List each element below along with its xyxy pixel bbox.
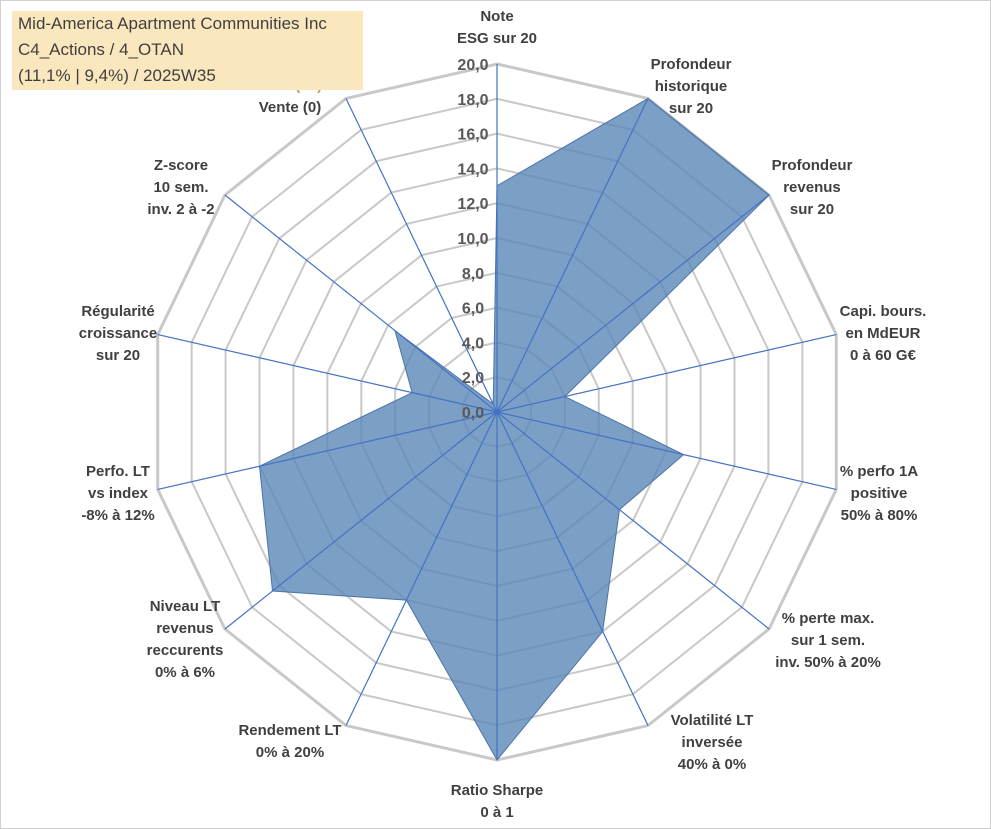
axis-label: Régularité croissance sur 20 [79, 303, 157, 364]
series-layer [258, 97, 770, 761]
axis-label-line: 0% à 6% [155, 664, 215, 681]
axis-label: Capi. bours. en MdEUR 0 à 60 G€ [840, 303, 927, 364]
axis-label: % perfo 1A positive 50% à 80% [840, 463, 919, 524]
axis-label-line: historique [655, 78, 728, 95]
category-label: C4_Actions / 4_OTAN [18, 40, 184, 59]
tick-label: 4,0 [462, 335, 484, 352]
tick-label: 2,0 [462, 370, 484, 387]
axis-label: Rendement LT 0% à 20% [238, 722, 341, 761]
tick-label: 6,0 [462, 301, 484, 318]
axis-label-line: % perfo 1A [840, 463, 919, 480]
axis-spoke [496, 333, 837, 413]
axis-label-line: ESG sur 20 [457, 30, 537, 47]
axis-label: Profondeur revenus sur 20 [772, 157, 853, 218]
axis-spoke [496, 411, 837, 491]
axis-spoke [224, 194, 498, 413]
axis-label-line: Rendement LT [238, 722, 341, 739]
axis-label-line: sur 1 sem. [791, 632, 865, 649]
axis-label-line: croissance [79, 325, 157, 342]
axis-label-line: sur 20 [790, 201, 834, 218]
axis-label-line: inversée [682, 734, 743, 751]
axis-label: Profondeur historique sur 20 [651, 56, 732, 117]
axis-label-line: Vente (0) [259, 99, 322, 116]
tick-label: 0,0 [462, 405, 484, 422]
axis-label-line: Z-score [154, 157, 208, 174]
series-area [258, 97, 770, 761]
axis-label: Ratio Sharpe 0 à 1 [451, 782, 544, 821]
axis-label-line: Note [480, 8, 513, 25]
axis-label-line: positive [851, 485, 908, 502]
axis-label-line: -8% à 12% [81, 507, 154, 524]
axis-label: Note ESG sur 20 [457, 8, 537, 47]
axis-label-line: 0 à 60 G€ [850, 347, 917, 364]
axis-label-line: inv. 50% à 20% [775, 654, 881, 671]
axis-label-line: sur 20 [669, 100, 713, 117]
axis-spoke [345, 98, 498, 413]
axis-label-line: Perfo. LT [86, 463, 150, 480]
axis-label-line: en MdEUR [846, 325, 921, 342]
tick-label: 8,0 [462, 266, 484, 283]
axis-label-line: Capi. bours. [840, 303, 927, 320]
axis-label-line: revenus [783, 179, 841, 196]
axis-label-line: Ratio Sharpe [451, 782, 544, 799]
axis-label: Z-score 10 sem. inv. 2 à -2 [147, 157, 214, 218]
tick-label: 20,0 [457, 57, 488, 74]
axis-label-line: 40% à 0% [678, 756, 746, 773]
tick-label: 18,0 [457, 92, 488, 109]
tick-label: 16,0 [457, 127, 488, 144]
axis-label-line: 0% à 20% [256, 744, 324, 761]
spoke-layer [157, 64, 837, 760]
axis-label-line: Profondeur [772, 157, 853, 174]
axis-label-line: reccurents [147, 642, 224, 659]
axis-label-line: 0 à 1 [480, 804, 513, 821]
stats-label: (11,1% | 9,4%) / 2025W35 [18, 66, 216, 85]
axis-spoke [496, 411, 649, 726]
axis-label-line: inv. 2 à -2 [147, 201, 214, 218]
axis-spoke [496, 194, 770, 413]
axis-label-line: Niveau LT [150, 598, 221, 615]
axis-label-line: revenus [156, 620, 214, 637]
axis-label-line: % perte max. [782, 610, 875, 627]
tick-label: 10,0 [457, 231, 488, 248]
axis-label-line: Régularité [81, 303, 154, 320]
axis-label-line: 10 sem. [153, 179, 208, 196]
axis-label-line: Profondeur [651, 56, 732, 73]
axis-label: Volatilité LT inversée 40% à 0% [671, 712, 754, 773]
axis-label-line: sur 20 [96, 347, 140, 364]
axis-label-line: Volatilité LT [671, 712, 754, 729]
axis-spoke [224, 411, 498, 630]
tick-label: 14,0 [457, 161, 488, 178]
axis-spoke [496, 411, 770, 630]
tick-labels: 0,0 2,0 4,0 6,0 8,0 10,0 12,0 14,0 16,0 18,0 20,0 [457, 57, 488, 422]
axis-label-line: 50% à 80% [841, 507, 918, 524]
axis-labels: Note ESG sur 20 Profondeur historique sur 20… [79, 8, 927, 821]
axis-label: Niveau LT revenus reccurents 0% à 6% [147, 598, 224, 681]
axis-label: Perfo. LT vs index -8% à 12% [81, 463, 154, 524]
axis-spoke [157, 411, 498, 491]
company-name: Mid-America Apartment Communities Inc [18, 14, 327, 33]
axis-spoke [157, 333, 498, 413]
axis-spoke [496, 98, 649, 413]
axis-spoke [345, 411, 498, 726]
axis-label: % perte max. sur 1 sem. inv. 50% à 20% [775, 610, 881, 671]
tick-label: 12,0 [457, 196, 488, 213]
info-box: Mid-America Apartment Communities Inc C4… [12, 11, 363, 90]
axis-label-line: vs index [88, 485, 149, 502]
